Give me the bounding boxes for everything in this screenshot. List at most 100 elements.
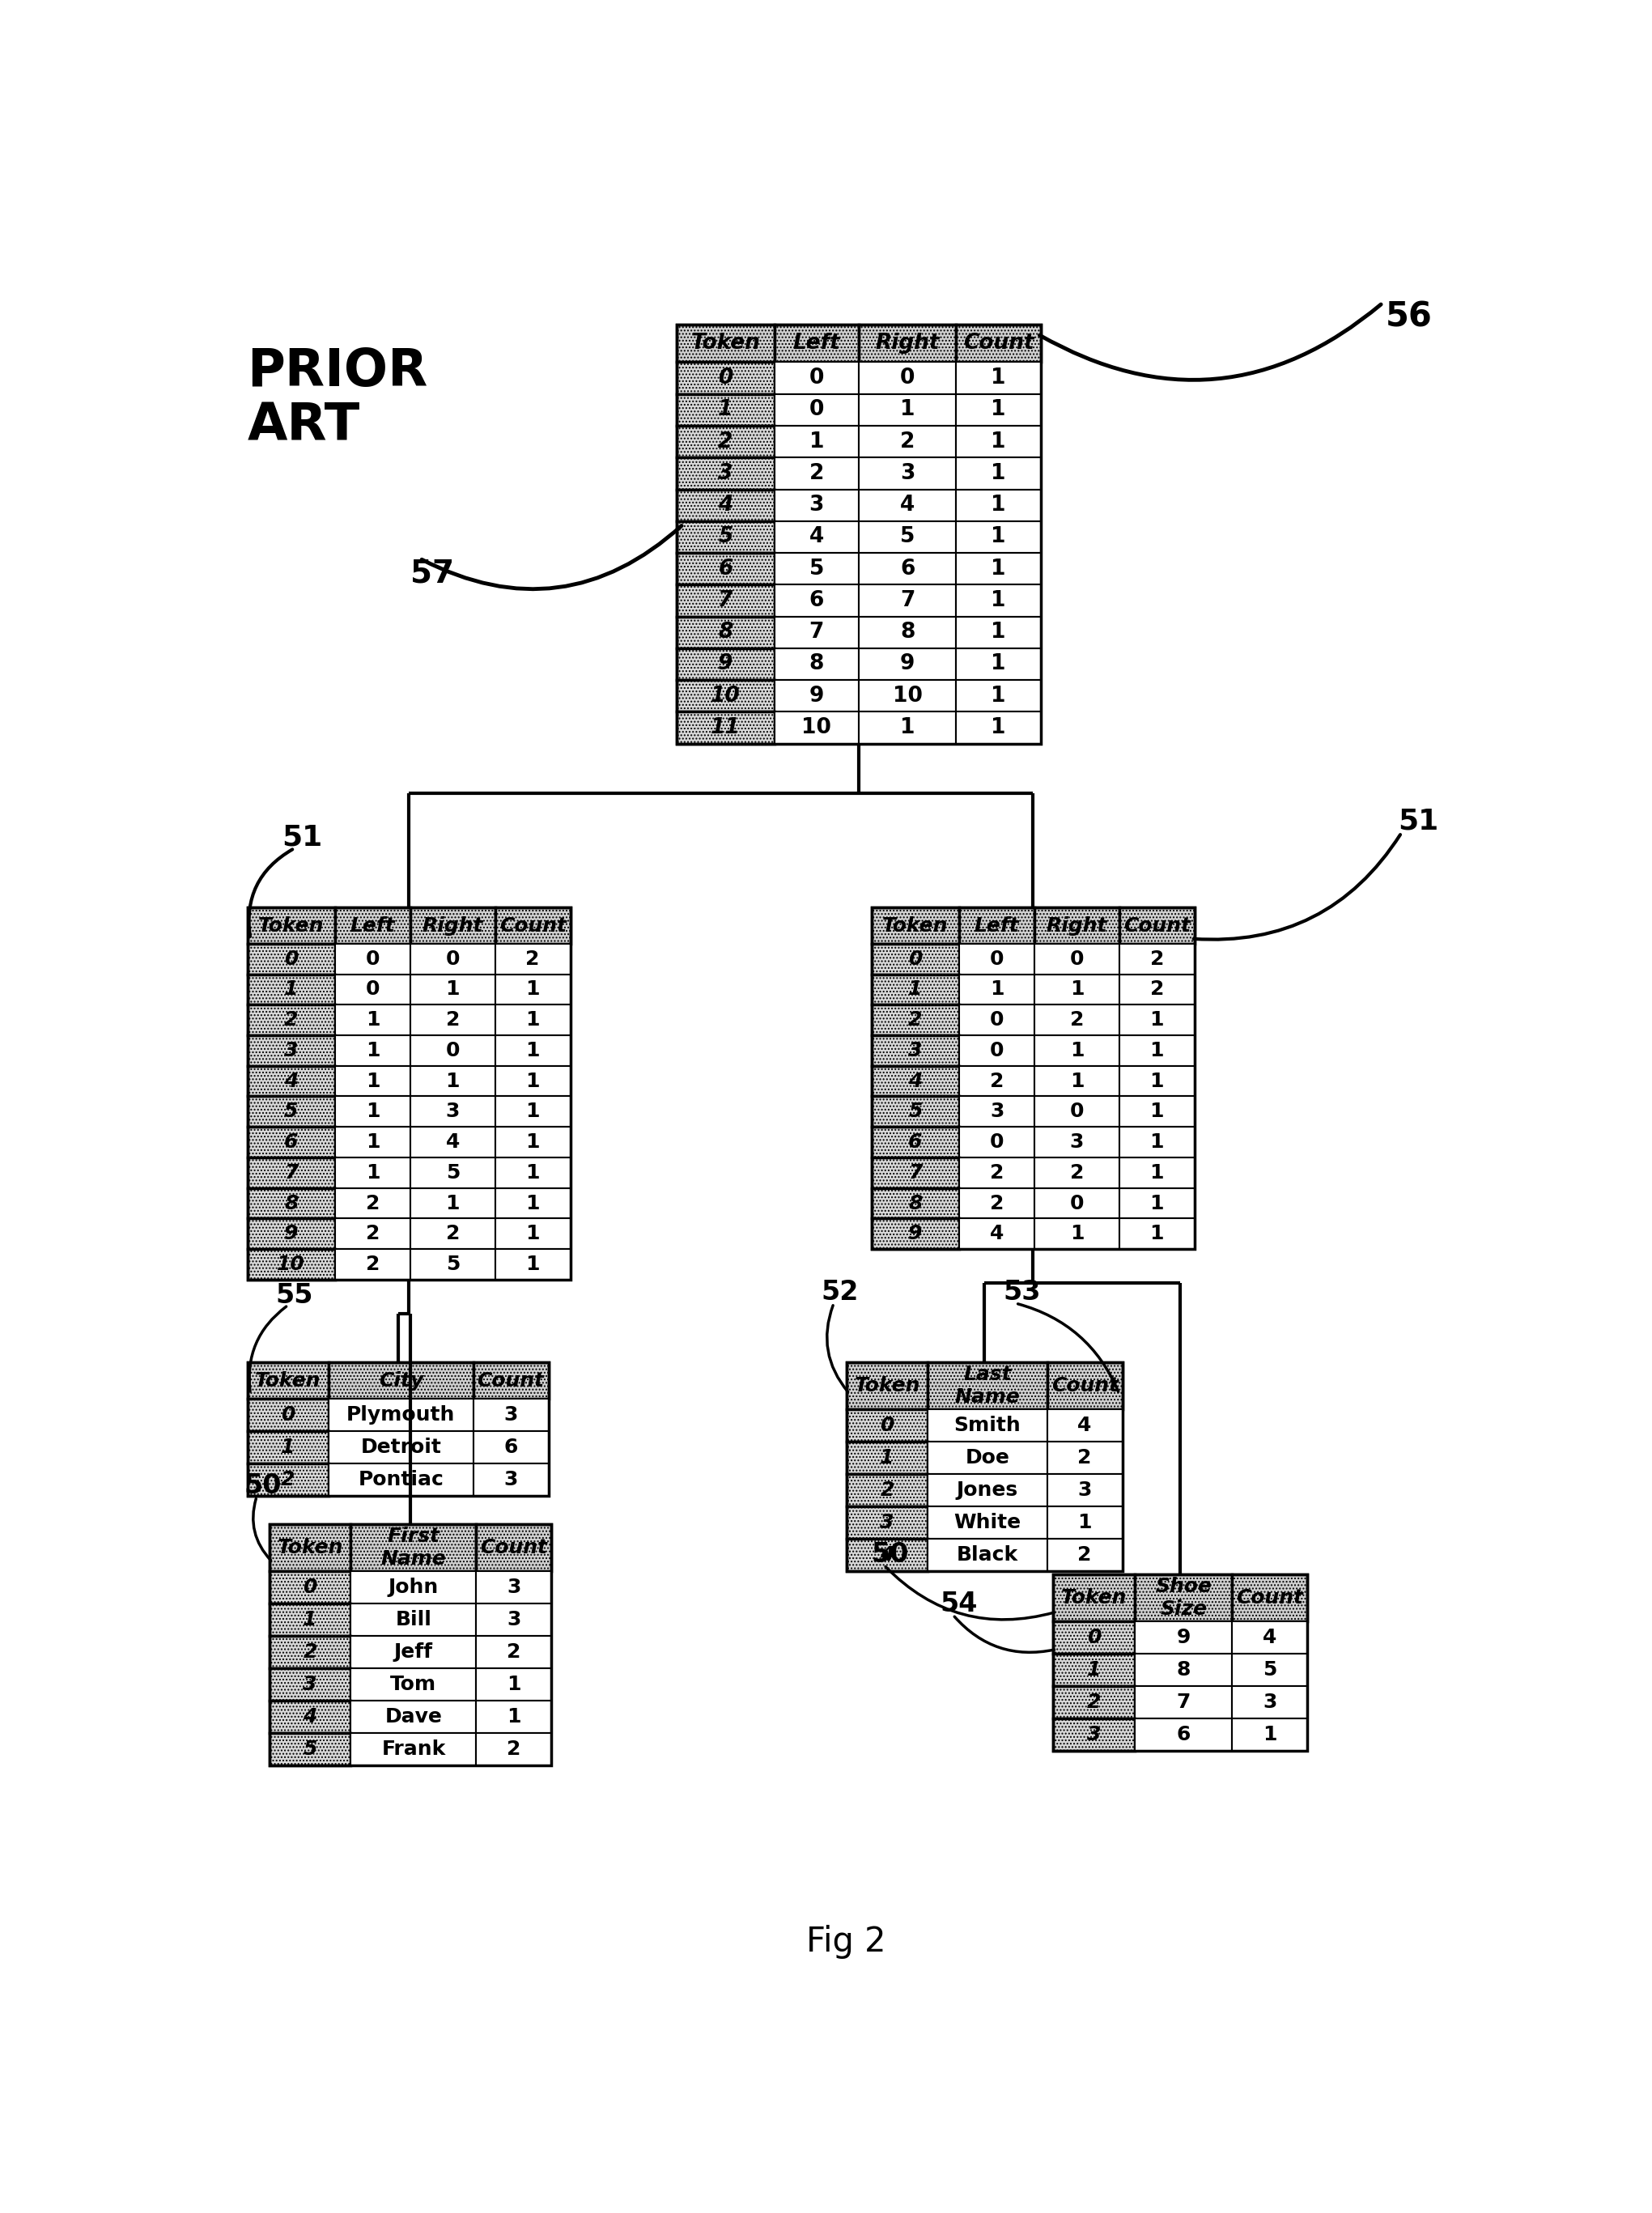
Bar: [775, 489, 859, 520]
Bar: [335, 1157, 410, 1188]
Text: Doe: Doe: [965, 1447, 1009, 1467]
Bar: [1047, 1363, 1122, 1410]
Text: 1: 1: [1070, 980, 1084, 1000]
Text: Count: Count: [1236, 1589, 1303, 1607]
Text: 8: 8: [900, 622, 915, 642]
Bar: [248, 1036, 335, 1067]
Bar: [1034, 1157, 1118, 1188]
Bar: [928, 1474, 1047, 1507]
Bar: [248, 1036, 335, 1067]
Text: 50: 50: [871, 1540, 909, 1567]
Bar: [248, 1005, 335, 1036]
Bar: [496, 1036, 570, 1067]
Bar: [248, 1248, 335, 1279]
Bar: [859, 489, 957, 520]
Bar: [1054, 1653, 1135, 1686]
Bar: [248, 907, 335, 943]
Bar: [775, 425, 859, 458]
Bar: [957, 458, 1041, 489]
Bar: [928, 1363, 1047, 1410]
Text: 1: 1: [365, 1011, 380, 1029]
Bar: [1118, 1067, 1194, 1095]
Bar: [410, 1248, 496, 1279]
Text: 1: 1: [1150, 1011, 1165, 1029]
Text: Pontiac: Pontiac: [358, 1469, 444, 1489]
Bar: [335, 1126, 410, 1157]
Bar: [960, 943, 1034, 974]
Bar: [269, 1669, 350, 1702]
Bar: [871, 1036, 960, 1067]
Text: 2: 2: [446, 1224, 459, 1244]
Text: 0: 0: [281, 1405, 296, 1425]
Text: 2: 2: [1077, 1545, 1092, 1565]
Text: 1: 1: [909, 980, 922, 1000]
Bar: [677, 325, 775, 363]
Bar: [960, 1219, 1034, 1248]
Bar: [1135, 1622, 1232, 1653]
Bar: [957, 584, 1041, 617]
Bar: [410, 907, 496, 943]
Bar: [846, 1474, 928, 1507]
Text: 51: 51: [282, 823, 322, 850]
Text: 9: 9: [909, 1224, 922, 1244]
Bar: [335, 1005, 410, 1036]
Text: 1: 1: [525, 1102, 540, 1122]
Text: Right: Right: [876, 332, 940, 354]
Text: 1: 1: [284, 980, 299, 1000]
Text: 1: 1: [507, 1708, 520, 1726]
Text: 6: 6: [719, 558, 733, 580]
Bar: [859, 458, 957, 489]
Text: 6: 6: [900, 558, 915, 580]
Text: 2: 2: [909, 1011, 922, 1029]
Text: 0: 0: [909, 949, 922, 969]
Text: 55: 55: [276, 1281, 314, 1308]
Bar: [1054, 1653, 1135, 1686]
Text: 2: 2: [990, 1164, 1004, 1182]
Bar: [871, 907, 960, 943]
Bar: [846, 1410, 928, 1441]
Bar: [846, 1441, 928, 1474]
Bar: [1034, 1067, 1118, 1095]
Bar: [775, 458, 859, 489]
Text: 1: 1: [1150, 1133, 1165, 1153]
Text: 4: 4: [284, 1071, 299, 1091]
Bar: [248, 1157, 335, 1188]
Bar: [677, 394, 775, 425]
Bar: [248, 943, 335, 974]
Bar: [1034, 1005, 1118, 1036]
Text: 4: 4: [1077, 1416, 1092, 1436]
Text: Count: Count: [499, 916, 567, 936]
Text: 1: 1: [991, 558, 1006, 580]
Bar: [248, 1363, 329, 1399]
Text: Count: Count: [477, 1370, 544, 1390]
Text: 3: 3: [1077, 1480, 1092, 1500]
Bar: [476, 1702, 552, 1733]
Text: 0: 0: [990, 949, 1004, 969]
Bar: [1034, 1126, 1118, 1157]
Bar: [957, 679, 1041, 713]
Text: 1: 1: [719, 398, 733, 420]
Bar: [871, 1157, 960, 1188]
Text: 7: 7: [909, 1164, 922, 1182]
Text: 3: 3: [1087, 1724, 1102, 1744]
Bar: [677, 553, 775, 584]
Text: 5: 5: [900, 527, 915, 547]
Bar: [335, 1219, 410, 1248]
Text: 6: 6: [504, 1438, 517, 1456]
Bar: [329, 1463, 472, 1496]
Bar: [1054, 1622, 1135, 1653]
Text: 51: 51: [1398, 808, 1439, 834]
Text: 8: 8: [1176, 1660, 1191, 1680]
Bar: [871, 1126, 960, 1157]
Text: Token: Token: [691, 332, 760, 354]
Text: 0: 0: [881, 1416, 894, 1436]
Bar: [1047, 1538, 1122, 1571]
Text: 53: 53: [1003, 1279, 1041, 1306]
Text: 2: 2: [1070, 1011, 1084, 1029]
Text: 2: 2: [284, 1011, 299, 1029]
Bar: [410, 907, 496, 943]
Text: 8: 8: [909, 1193, 922, 1213]
Bar: [350, 1604, 476, 1635]
Text: 2: 2: [446, 1011, 459, 1029]
Text: 5: 5: [302, 1739, 317, 1759]
